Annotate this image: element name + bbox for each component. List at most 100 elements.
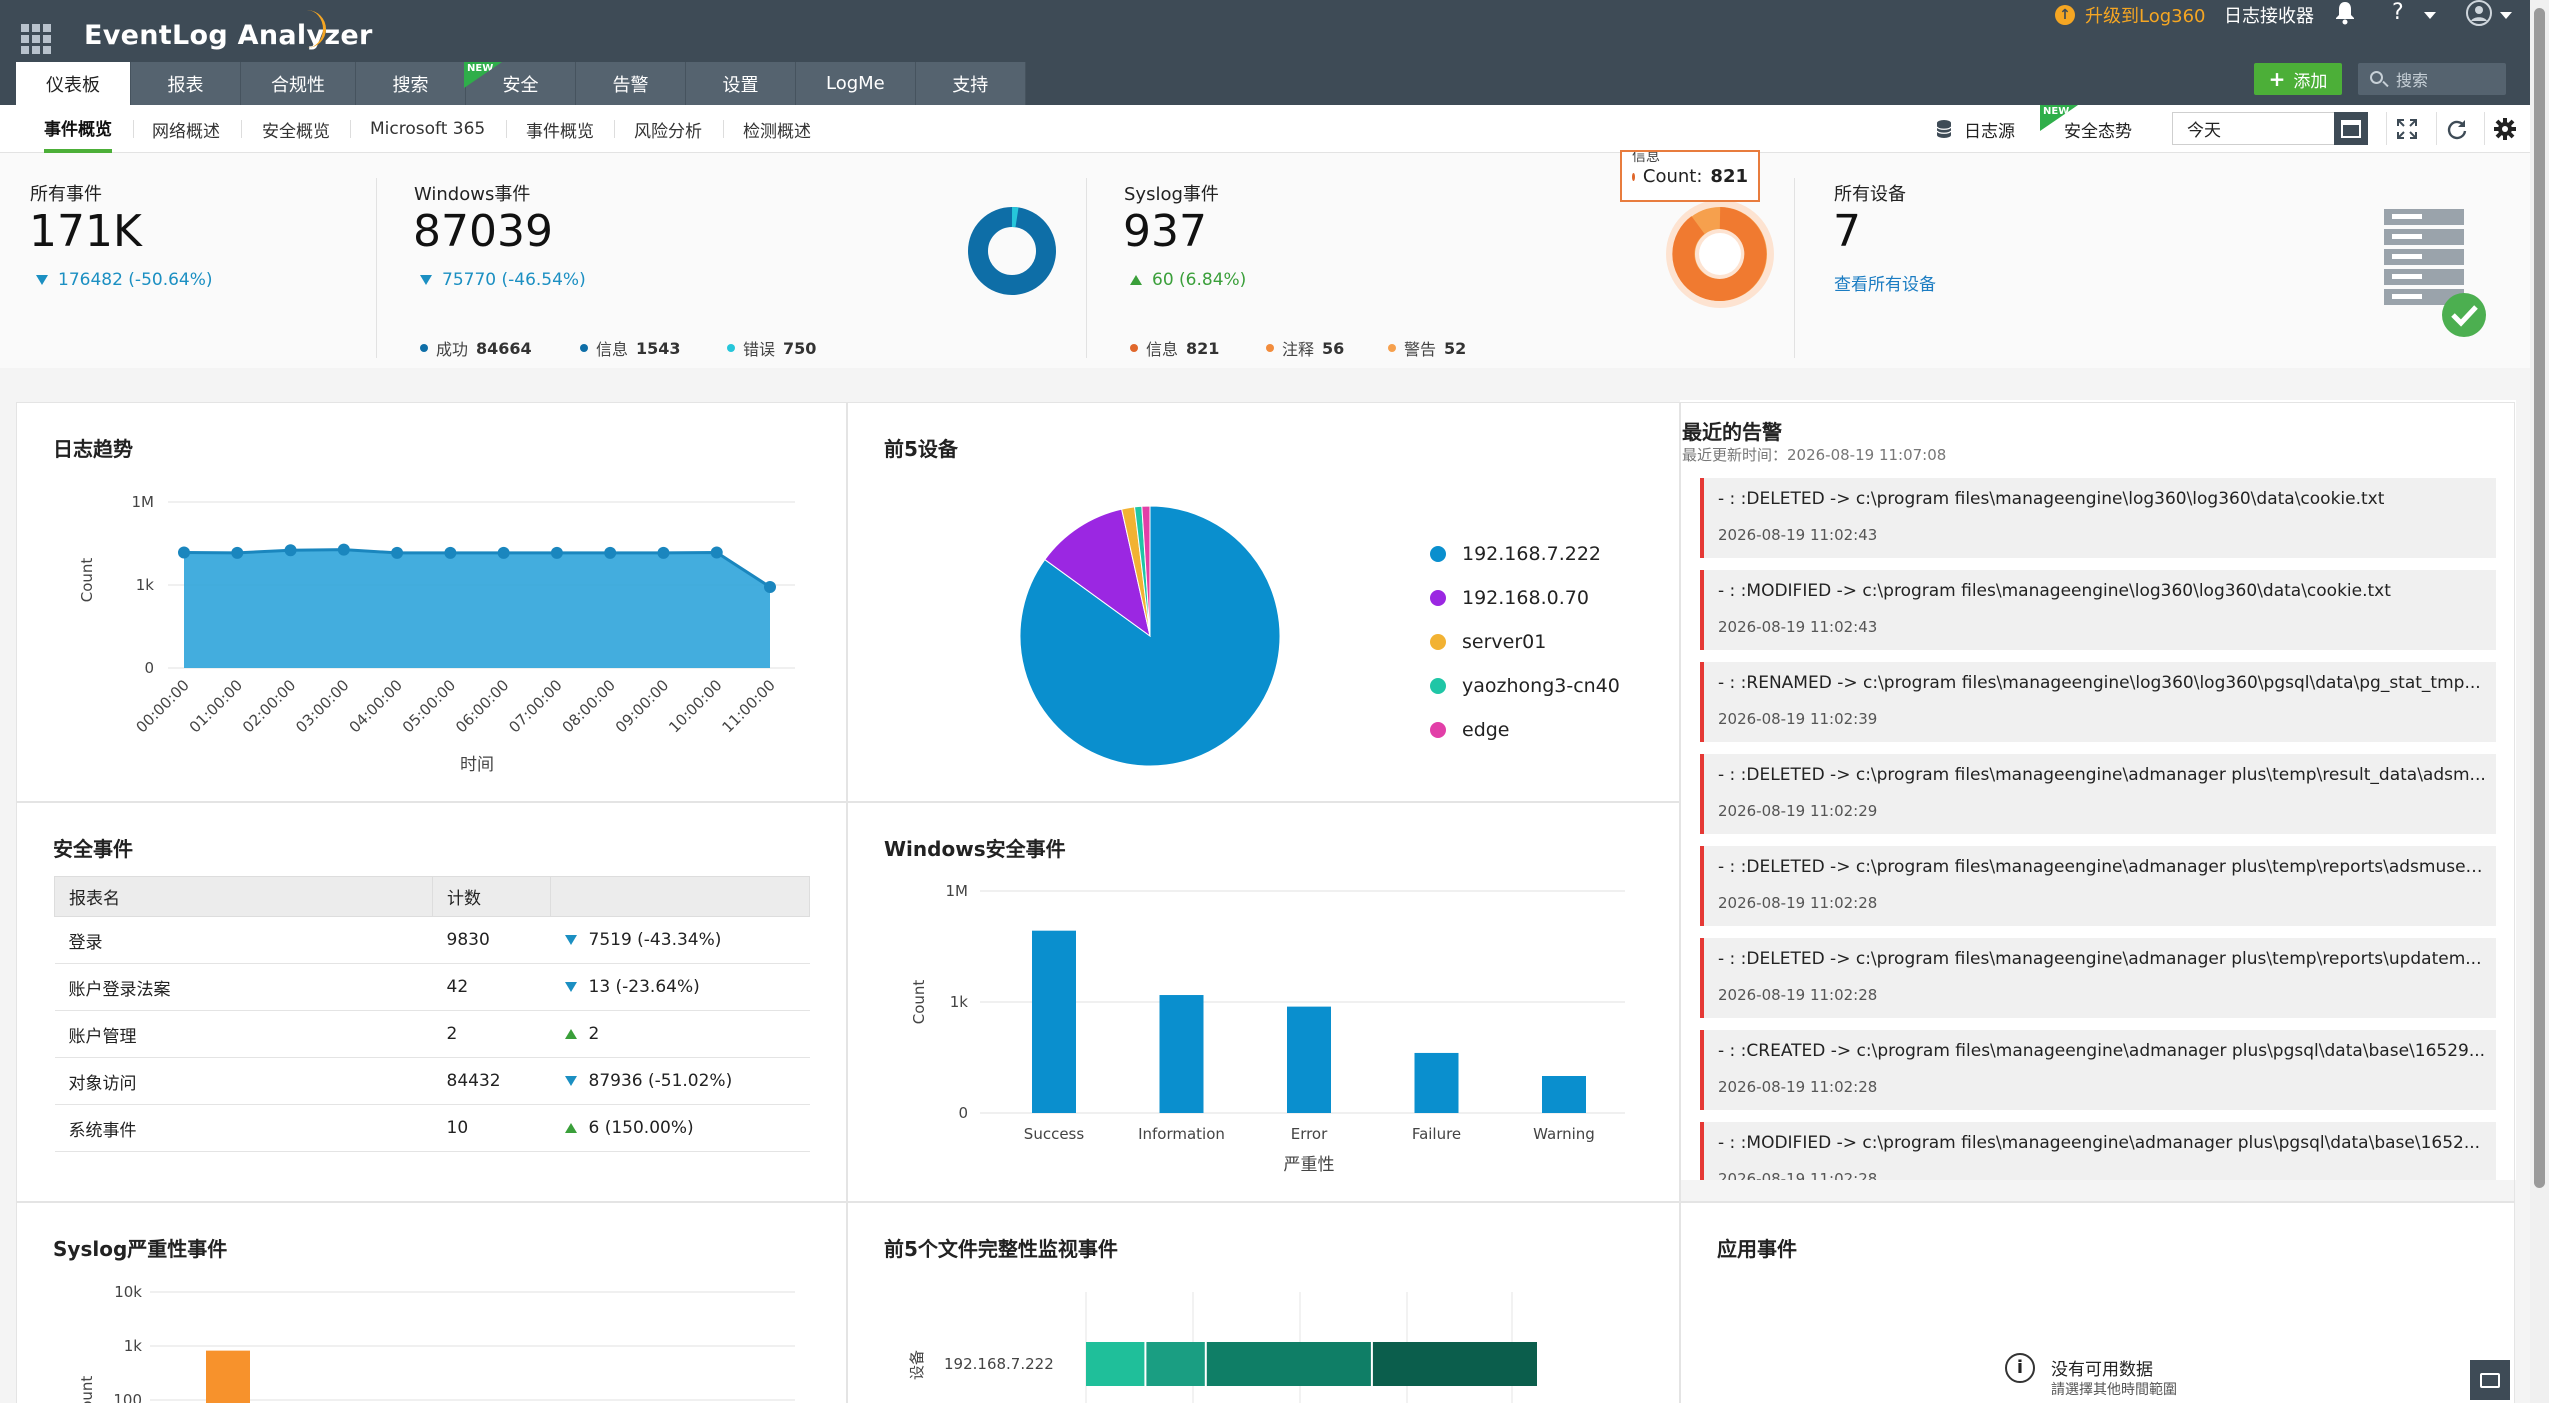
trend-point[interactable] bbox=[657, 546, 670, 559]
search-input[interactable]: 搜索 bbox=[2358, 63, 2506, 95]
pie-slice[interactable] bbox=[1141, 505, 1151, 637]
trend-point[interactable] bbox=[284, 544, 297, 557]
nav-tab-compliance[interactable]: 合规性 bbox=[241, 62, 356, 105]
col-count[interactable]: 计数 bbox=[432, 876, 551, 917]
gear-icon[interactable] bbox=[2484, 112, 2524, 145]
subtab-event-overview[interactable]: 事件概览 bbox=[44, 105, 112, 153]
bar[interactable] bbox=[1287, 1006, 1331, 1113]
alert-item[interactable]: - : :DELETED -> c:\program files\managee… bbox=[1700, 754, 2496, 834]
upgrade-link[interactable]: ↑ 升级到Log360 bbox=[2055, 2, 2206, 28]
syslog-severity-bar[interactable] bbox=[206, 1350, 250, 1403]
help-icon[interactable]: ? bbox=[2392, 0, 2404, 25]
log-trend-xlabel: 时间 bbox=[460, 755, 494, 775]
bell-icon[interactable] bbox=[2333, 0, 2357, 26]
cell-report-name[interactable]: 登录 bbox=[54, 916, 433, 964]
fim-bar-segment[interactable] bbox=[1206, 1342, 1371, 1386]
add-button[interactable]: + 添加 bbox=[2254, 63, 2342, 95]
alert-item[interactable]: - : :MODIFIED -> c:\program files\manage… bbox=[1700, 570, 2496, 650]
nav-tab-logme[interactable]: LogMe bbox=[796, 62, 916, 105]
pie-legend-item[interactable]: 192.168.7.222 bbox=[1430, 532, 1620, 576]
table-row[interactable]: 系统事件 10 6 (150.00%) bbox=[54, 1104, 810, 1152]
x-tick-label: 11:00:00 bbox=[718, 676, 778, 736]
cell-report-name[interactable]: 账户管理 bbox=[54, 1010, 433, 1058]
windows-donut-chart[interactable] bbox=[964, 203, 1060, 299]
trend-point[interactable] bbox=[337, 543, 350, 556]
fim-bar-segment[interactable] bbox=[1372, 1342, 1537, 1386]
windows-events-delta: 75770 (-46.54%) bbox=[420, 270, 586, 290]
cell-report-name[interactable]: 对象访问 bbox=[54, 1057, 433, 1105]
trend-point[interactable] bbox=[710, 546, 723, 559]
user-avatar-icon[interactable] bbox=[2466, 0, 2492, 26]
pie-legend-item[interactable]: server01 bbox=[1430, 620, 1620, 664]
fim-events-chart[interactable]: 192.168.7.222 设备 bbox=[900, 1290, 1640, 1403]
table-row[interactable]: 账户登录法案 42 13 (-23.64%) bbox=[54, 963, 810, 1011]
subtab-security-overview[interactable]: 安全概览 bbox=[262, 121, 330, 142]
help-caret-icon[interactable] bbox=[2424, 12, 2436, 19]
bar[interactable] bbox=[1414, 1052, 1459, 1113]
trend-point[interactable] bbox=[391, 546, 404, 559]
nav-tab-dashboard[interactable]: 仪表板 bbox=[16, 62, 131, 105]
date-range-select[interactable]: 今天 bbox=[2172, 112, 2364, 145]
log-source-button[interactable]: 日志源 bbox=[1936, 105, 2015, 153]
x-tick-label: 08:00:00 bbox=[559, 676, 619, 736]
trend-point[interactable] bbox=[764, 580, 776, 593]
trend-point[interactable] bbox=[231, 546, 244, 559]
view-all-devices-link[interactable]: 查看所有设备 bbox=[1834, 275, 1936, 295]
bar[interactable] bbox=[1542, 1076, 1586, 1113]
nav-tab-security[interactable]: NEW 安全 bbox=[464, 62, 576, 105]
alert-item[interactable]: - : :CREATED -> c:\program files\managee… bbox=[1700, 1030, 2496, 1110]
trend-point[interactable] bbox=[550, 546, 563, 559]
syslog-donut-chart[interactable] bbox=[1662, 196, 1778, 312]
nav-tab-settings[interactable]: 设置 bbox=[686, 62, 796, 105]
log-trend-chart[interactable]: 1M 1k 0 00:00:0001:00:0002:00:0003:00:0004… bbox=[70, 470, 810, 790]
cell-report-name[interactable]: 系统事件 bbox=[54, 1104, 433, 1152]
alert-item[interactable]: - : :DELETED -> c:\program files\managee… bbox=[1700, 938, 2496, 1018]
bar[interactable] bbox=[1159, 995, 1204, 1113]
bar[interactable] bbox=[1032, 930, 1076, 1113]
fim-bar-segment[interactable] bbox=[1146, 1342, 1205, 1386]
nav-tab-reports[interactable]: 报表 bbox=[131, 62, 241, 105]
alert-item[interactable]: - : :DELETED -> c:\program files\managee… bbox=[1700, 478, 2496, 558]
log-collector-link[interactable]: 日志接收器 bbox=[2224, 6, 2314, 27]
alert-item[interactable]: - : :DELETED -> c:\program files\managee… bbox=[1700, 846, 2496, 926]
nav-tab-alerts[interactable]: 告警 bbox=[576, 62, 686, 105]
pie-legend-item[interactable]: edge bbox=[1430, 708, 1620, 752]
syslog-severity-chart[interactable]: 10k 1k 100 Count bbox=[70, 1280, 810, 1403]
trend-point[interactable] bbox=[604, 546, 617, 559]
subtab-event-overview-2[interactable]: 事件概览 bbox=[526, 121, 594, 142]
y-tick-label: 1k bbox=[124, 1337, 143, 1355]
table-row[interactable]: 账户管理 2 2 bbox=[54, 1010, 810, 1058]
page-scrollbar[interactable] bbox=[2530, 0, 2549, 1403]
table-row[interactable]: 登录 9830 7519 (-43.34%) bbox=[54, 916, 810, 964]
trend-point[interactable] bbox=[178, 546, 190, 559]
cell-report-name[interactable]: 账户登录法案 bbox=[54, 963, 433, 1011]
fim-bar-segment[interactable] bbox=[1086, 1342, 1145, 1386]
user-caret-icon[interactable] bbox=[2500, 12, 2512, 19]
nav-tab-support[interactable]: 支持 bbox=[915, 62, 1026, 105]
fullscreen-icon[interactable] bbox=[2386, 112, 2426, 145]
security-posture-button[interactable]: NEW 安全态势 bbox=[2040, 105, 2132, 153]
refresh-icon[interactable] bbox=[2436, 112, 2476, 145]
pie-slice[interactable] bbox=[1044, 508, 1151, 638]
table-row[interactable]: 对象访问 84432 87936 (-51.02%) bbox=[54, 1057, 810, 1105]
trend-point[interactable] bbox=[497, 546, 510, 559]
calendar-icon[interactable] bbox=[2334, 112, 2368, 145]
chat-icon[interactable] bbox=[2470, 1360, 2510, 1400]
subtab-microsoft-365[interactable]: Microsoft 365 bbox=[370, 119, 486, 139]
cell-delta: 13 (-23.64%) bbox=[550, 963, 810, 1011]
top5-devices-pie-chart[interactable] bbox=[1010, 500, 1290, 780]
scrollbar-thumb[interactable] bbox=[2534, 8, 2545, 1188]
windows-security-bar-chart[interactable]: 1M 1k 0 Success Information Error Failure Warn… bbox=[900, 870, 1640, 1180]
alert-item[interactable]: - : :RENAMED -> c:\program files\managee… bbox=[1700, 662, 2496, 742]
pie-legend-item[interactable]: 192.168.0.70 bbox=[1430, 576, 1620, 620]
alert-item[interactable]: - : :MODIFIED -> c:\program files\manage… bbox=[1700, 1122, 2496, 1180]
col-report-name[interactable]: 报表名 bbox=[54, 876, 433, 917]
trend-point[interactable] bbox=[444, 546, 457, 559]
subtab-network-overview[interactable]: 网络概述 bbox=[152, 121, 220, 142]
app-grid-icon[interactable] bbox=[21, 24, 51, 54]
subtab-risk-analysis[interactable]: 风险分析 bbox=[634, 121, 702, 142]
nav-tab-search[interactable]: 搜索 bbox=[356, 62, 466, 105]
pie-legend-item[interactable]: yaozhong3-cn40 bbox=[1430, 664, 1620, 708]
subtab-detection-overview[interactable]: 检测概述 bbox=[743, 121, 811, 142]
windows-security-ylabel: Count bbox=[910, 980, 928, 1025]
